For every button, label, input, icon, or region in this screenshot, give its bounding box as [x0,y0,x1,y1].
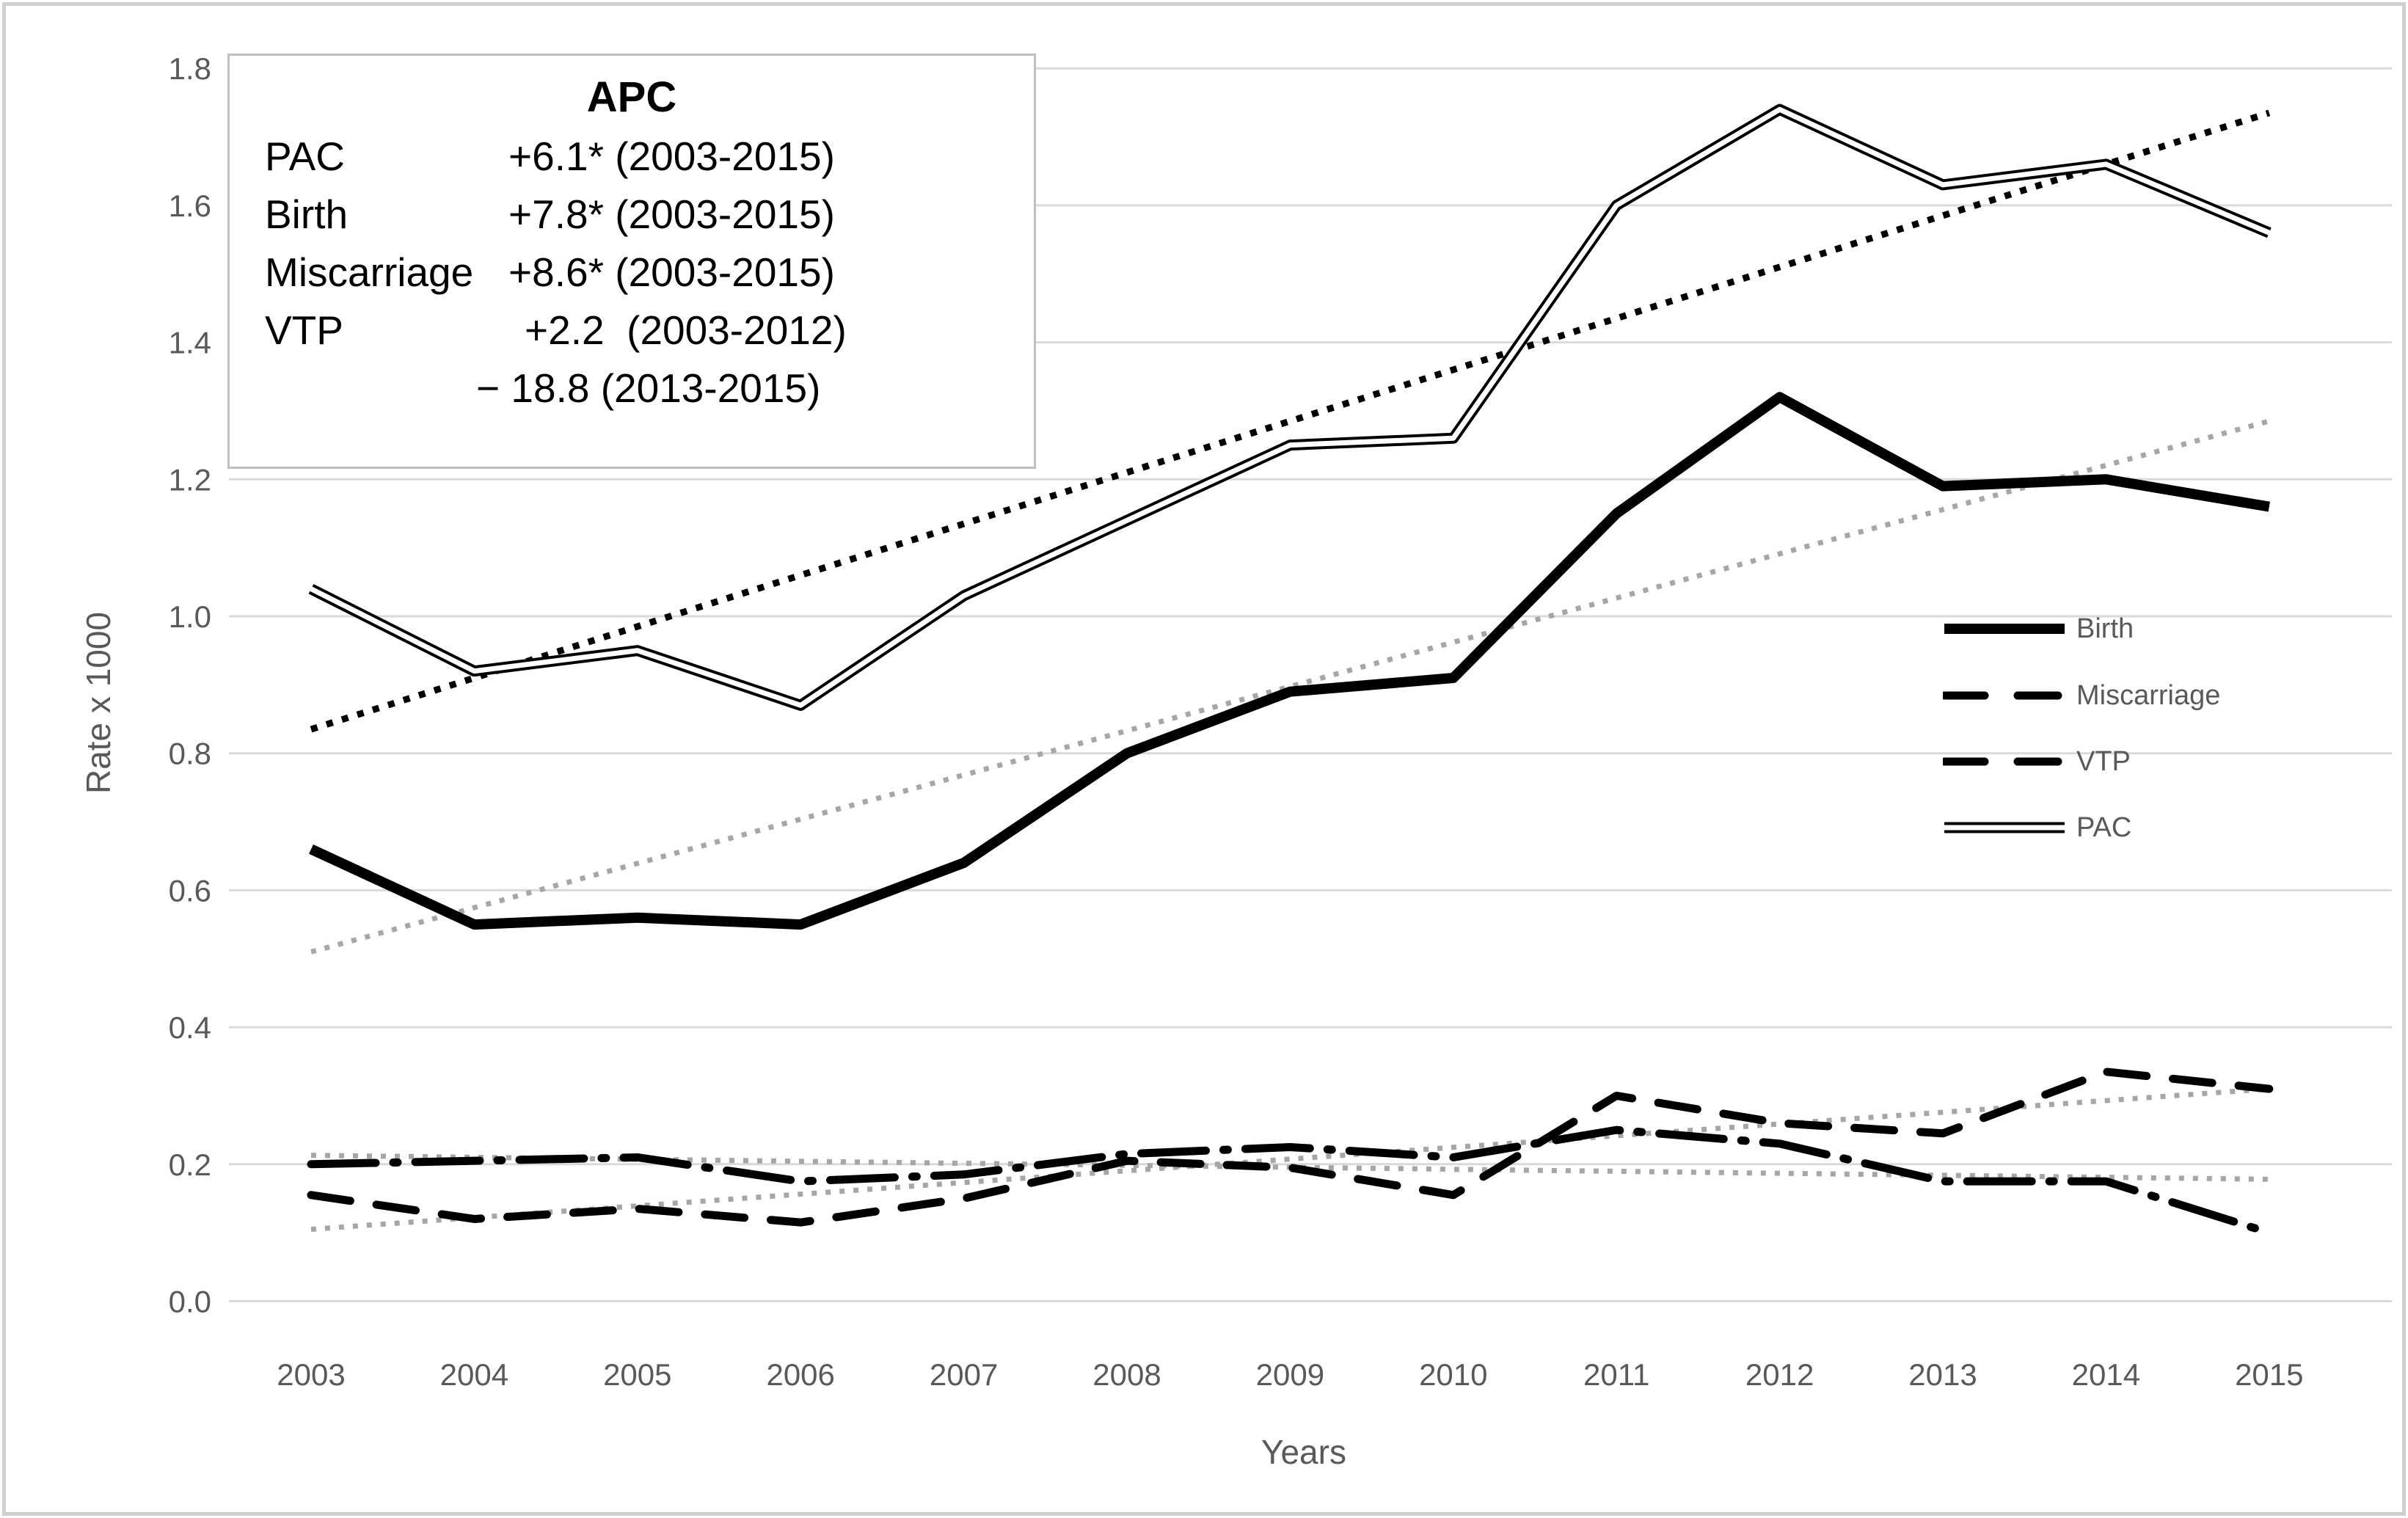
trendline-birth [310,418,2270,955]
apc-row: − 18.8 (2013-2015) [230,360,1034,417]
svg-text:2013: 2013 [1908,1357,1977,1392]
pac-line-swatch-icon [1943,819,2066,836]
legend-label: Birth [2076,613,2134,644]
series-line-birth [309,392,2270,930]
svg-text:0.0: 0.0 [169,1285,211,1319]
apc-annotation-box: APC PAC +6.1* (2003-2015) Birth +7.8* (2… [227,54,1036,469]
series-line-vtp [307,1125,2274,1237]
vtp-line-swatch-icon [1940,753,2069,770]
apc-row-value: +6.1* (2003-2015) [508,134,835,179]
y-axis-title: Rate x 1000 [79,612,117,794]
apc-rows: PAC +6.1* (2003-2015) Birth +7.8* (2003-… [230,128,1034,417]
miscarriage-line-swatch-icon [1940,687,2069,704]
svg-text:1.4: 1.4 [169,326,211,360]
svg-text:2012: 2012 [1745,1357,1814,1392]
x-axis-title: Years [1261,1433,1346,1471]
svg-text:1.6: 1.6 [169,189,211,223]
legend-label: VTP [2076,745,2131,777]
apc-row: Birth +7.8* (2003-2015) [230,186,1034,244]
legend-label: PAC [2076,811,2132,843]
svg-text:1.0: 1.0 [169,599,211,634]
svg-text:2010: 2010 [1419,1357,1487,1392]
apc-row-label: Birth [265,191,349,237]
apc-row-value: +2.2 (2003-2012) [525,307,847,353]
trendline-miscarriage [310,1086,2270,1232]
svg-text:2015: 2015 [2235,1357,2303,1392]
svg-text:0.2: 0.2 [169,1147,211,1182]
svg-text:2003: 2003 [277,1357,345,1392]
apc-row: Miscarriage +8.6* (2003-2015) [230,244,1034,302]
svg-text:2004: 2004 [440,1357,508,1392]
y-axis-tick-labels: 0.0 0.2 0.4 0.6 0.8 1.0 1.2 1.4 1.6 1.8 [169,51,211,1318]
svg-text:0.4: 0.4 [169,1010,211,1045]
legend-item-miscarriage: Miscarriage [1940,679,2221,712]
svg-text:0.6: 0.6 [169,873,211,908]
svg-text:0.8: 0.8 [169,737,211,771]
apc-row: VTP +2.2 (2003-2012) [230,302,1034,360]
apc-title: APC [586,73,677,121]
legend-item-vtp: VTP [1940,745,2131,778]
series-line-pac [310,106,2271,708]
legend-item-pac: PAC [1943,811,2131,844]
legend-label: Miscarriage [2076,679,2221,711]
apc-row-label: VTP [265,307,343,353]
svg-text:2005: 2005 [603,1357,671,1392]
birth-line-swatch-icon [1943,620,2066,638]
svg-text:2011: 2011 [1583,1357,1649,1392]
svg-text:1.8: 1.8 [169,51,211,86]
apc-row-label: PAC [265,134,346,179]
x-axis-tick-labels: 2003 2004 2005 2006 2007 2008 2009 2010 2011 2012… [277,1357,2303,1392]
apc-row-value: − 18.8 (2013-2015) [476,365,821,411]
svg-text:2008: 2008 [1092,1357,1161,1392]
svg-text:2009: 2009 [1256,1357,1324,1392]
svg-text:1.2: 1.2 [169,462,211,497]
svg-text:2014: 2014 [2072,1357,2140,1392]
series-line-miscarriage [307,1068,2274,1227]
apc-row-value: +8.6* (2003-2015) [508,249,835,295]
apc-row: PAC +6.1* (2003-2015) [230,128,1034,186]
apc-row-value: +7.8* (2003-2015) [508,191,835,237]
apc-row-label [265,360,508,417]
trendline-pac [310,109,2271,733]
svg-text:2006: 2006 [766,1357,834,1392]
svg-text:2007: 2007 [930,1357,998,1392]
apc-row-label: Miscarriage [265,249,474,295]
legend-item-birth: Birth [1943,613,2134,645]
